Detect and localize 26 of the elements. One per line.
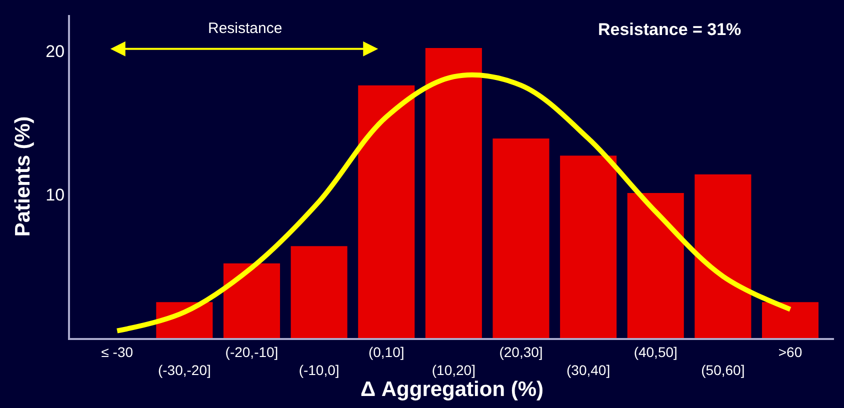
x-axis-title: Δ Aggregation (%)	[360, 378, 544, 401]
x-tick-label: (-30,-20]	[158, 362, 211, 378]
x-tick-label: (30,40]	[566, 362, 610, 378]
x-tick-label: (-20,-10]	[225, 344, 278, 360]
bar	[560, 156, 617, 338]
bar	[762, 302, 819, 338]
x-tick-label: (-10,0]	[298, 362, 340, 378]
bar	[627, 193, 684, 338]
x-tick-label: (40,50]	[634, 344, 678, 360]
y-tick-label: 10	[46, 185, 65, 204]
x-tick-label: (50,60]	[701, 362, 745, 378]
bar	[492, 138, 550, 338]
y-tick-label: 20	[46, 42, 65, 61]
y-axis-title: Patients (%)	[11, 116, 34, 237]
bar	[425, 48, 482, 338]
x-tick-label: (0,10]	[368, 344, 404, 360]
x-tick-label: ≤ -30	[101, 344, 134, 360]
x-tick-label: (20,30]	[499, 344, 543, 360]
bar	[358, 85, 415, 338]
x-tick-label: (10,20]	[432, 362, 476, 378]
annotation: Resistance = 31%	[598, 20, 742, 39]
bar	[223, 263, 280, 338]
x-tick-label: >60	[778, 344, 802, 360]
bar	[290, 246, 348, 338]
annotation: Resistance	[208, 20, 282, 37]
bar	[694, 174, 752, 338]
